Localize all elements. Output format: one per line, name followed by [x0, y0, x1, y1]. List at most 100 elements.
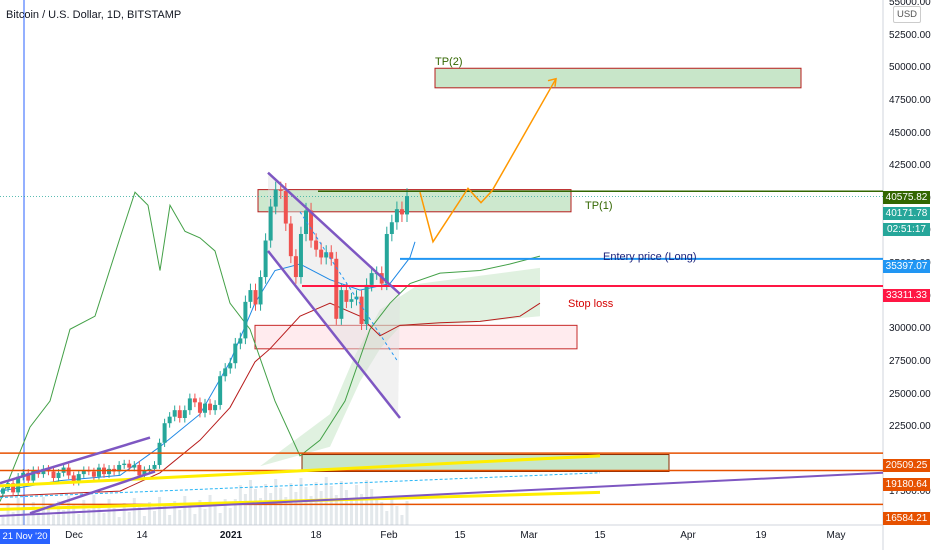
volume-bar [112, 508, 116, 525]
volume-bar [294, 492, 298, 525]
price-badge: 19180.64 [883, 478, 930, 491]
candle-body [197, 402, 202, 413]
volume-bar [67, 496, 71, 525]
volume-bar [16, 498, 20, 525]
candle-body [344, 290, 349, 302]
candle-body [339, 290, 344, 319]
volume-bar [375, 498, 379, 525]
x-tick-label: 15 [594, 530, 606, 541]
candle-body [208, 403, 213, 411]
volume-bar [360, 494, 364, 525]
volume-bar [62, 510, 66, 525]
candle-body [132, 464, 137, 468]
long-purple-trendline [0, 471, 884, 517]
projection-path [419, 78, 557, 244]
projection-arrowhead [547, 77, 557, 87]
x-tick-label: Feb [380, 530, 398, 541]
crosshair-date-label: 21 Nov '20 [0, 529, 50, 544]
candle-body [389, 222, 394, 234]
candle-body [349, 299, 354, 302]
candle-body [399, 209, 404, 215]
candle-body [309, 210, 314, 241]
volume-bar [269, 493, 273, 525]
candle-body [228, 363, 233, 369]
tp2-zone [434, 67, 802, 89]
volume-bar [1, 517, 5, 525]
candle-body [91, 471, 96, 477]
volume-bar [97, 504, 101, 525]
candle-body [298, 233, 303, 278]
blue-dashed-trendline [0, 472, 601, 499]
volume-bar [52, 515, 55, 525]
volume-bar [380, 502, 384, 525]
x-tick-label: Dec [65, 530, 83, 541]
candle-body [147, 468, 152, 471]
volume-bar [36, 511, 40, 525]
y-tick-label: 45000.00 [889, 127, 931, 139]
candle-body [96, 467, 101, 477]
ascending-channel-upper [0, 436, 151, 485]
x-tick-label: 2021 [219, 530, 243, 541]
candle-body [273, 189, 278, 207]
y-tick-label: 55000.00 [889, 0, 931, 8]
volume-bar [405, 501, 409, 525]
candle-body [369, 273, 374, 285]
candle-body [187, 398, 192, 411]
volume-bar [26, 516, 30, 525]
candle-body [127, 463, 132, 468]
x-tick-label: 19 [755, 530, 767, 541]
candle-body [142, 470, 147, 476]
candle-body [384, 233, 389, 284]
yellow-trendline-upper [0, 454, 601, 488]
descending-channel-lower [267, 250, 401, 419]
stop-loss-label: Stop loss [568, 298, 614, 310]
candle-body [324, 252, 329, 258]
volume-bar [365, 480, 369, 525]
ascending-channel-lower [29, 470, 156, 515]
candle-body [223, 368, 228, 377]
volume-bar [344, 490, 348, 525]
candle-body [26, 472, 31, 481]
candles [1, 181, 409, 498]
y-tick-label: 22500.00 [889, 421, 931, 433]
candle-body [192, 398, 197, 403]
candle-body [405, 196, 409, 215]
candle-body [172, 410, 177, 417]
candle-body [213, 404, 218, 411]
volume-bar [173, 501, 177, 525]
volume-bar [284, 497, 288, 525]
volume-bar [395, 506, 399, 525]
candle-body [233, 343, 238, 364]
volume-bar [41, 497, 45, 525]
volume-bar [233, 499, 237, 525]
candle-body [66, 467, 71, 476]
currency-button[interactable]: USD [893, 6, 921, 23]
volume-bar [163, 506, 167, 525]
price-badge: 02:51:17 [883, 223, 930, 236]
volume-bar [168, 515, 172, 525]
volume-bar [117, 517, 121, 525]
candle-body [51, 471, 56, 479]
volume-bar [11, 512, 15, 525]
volume-bar [153, 511, 156, 525]
candle-body [258, 277, 263, 305]
volume-bar [339, 481, 343, 525]
volume-bar [178, 510, 182, 525]
volume-bar [218, 513, 222, 525]
volume-bar [46, 506, 50, 525]
candle-body [31, 470, 36, 481]
volume-bar [77, 514, 81, 525]
candle-body [21, 472, 26, 477]
candle-body [76, 474, 81, 482]
volume-bar [102, 513, 106, 525]
price-badge: 33311.33 [883, 289, 930, 302]
y-tick-label: 25000.00 [889, 388, 931, 400]
tp2-label: TP(2) [435, 56, 463, 68]
volume-bars [1, 477, 409, 525]
candle-body [203, 403, 207, 413]
candle-body [117, 464, 122, 472]
candle-body [122, 463, 127, 465]
x-tick-label: 15 [454, 530, 466, 541]
candle-body [314, 240, 319, 250]
